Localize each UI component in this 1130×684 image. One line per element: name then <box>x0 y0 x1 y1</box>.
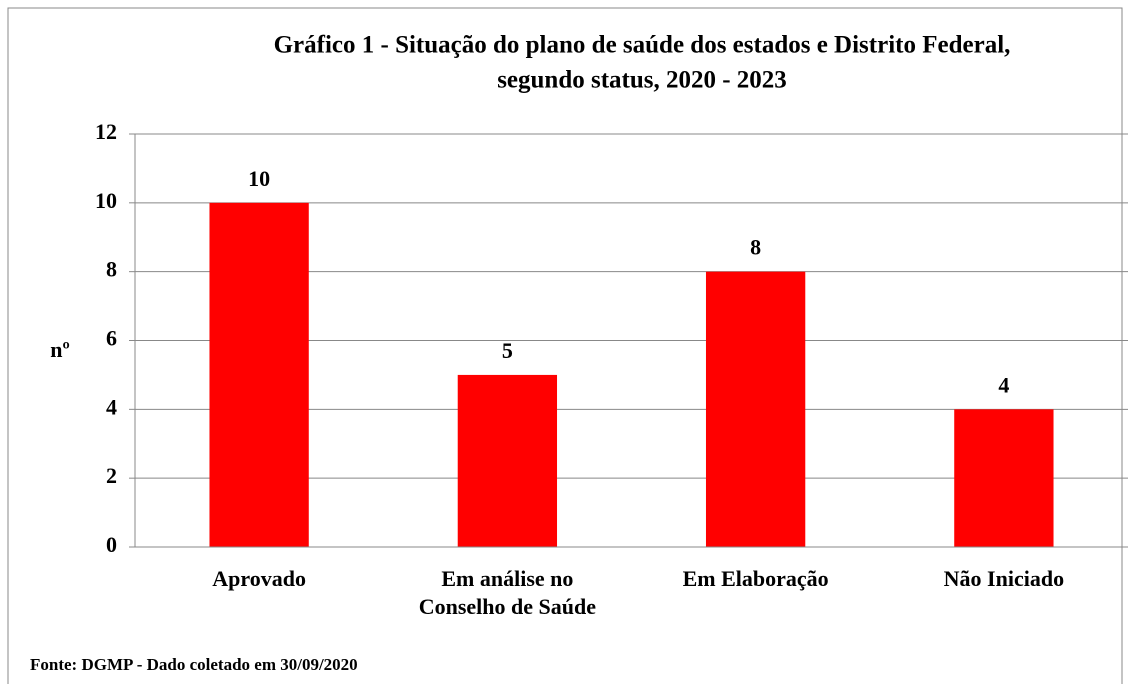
y-tick-label: 12 <box>95 119 117 144</box>
x-tick-label: Em Elaboração <box>682 566 829 591</box>
y-tick-label: 0 <box>106 532 117 557</box>
x-tick-label: Não Iniciado <box>943 566 1065 591</box>
chart-title: segundo status, 2020 - 2023 <box>497 67 787 94</box>
y-axis-label: nº <box>50 337 70 362</box>
data-label: 8 <box>750 235 761 260</box>
x-tick-label: Aprovado <box>212 566 306 591</box>
bar <box>705 271 806 547</box>
bar <box>457 374 558 547</box>
source-note: Fonte: DGMP - Dado coletado em 30/09/202… <box>30 655 358 674</box>
bar <box>209 202 309 548</box>
chart-title: Gráfico 1 - Situação do plano de saúde d… <box>274 32 1011 59</box>
data-label: 4 <box>998 372 1009 397</box>
bar <box>954 409 1054 547</box>
y-tick-label: 4 <box>106 394 117 419</box>
x-tick-label: Em análise no Conselho de Saúde <box>418 566 597 619</box>
y-tick-label: 8 <box>106 257 117 282</box>
y-tick-label: 2 <box>106 463 117 488</box>
data-label: 5 <box>502 338 513 363</box>
data-label: 10 <box>248 166 270 191</box>
chart-border <box>7 7 1123 684</box>
y-tick-label: 10 <box>95 188 117 213</box>
y-tick-label: 6 <box>106 326 117 351</box>
